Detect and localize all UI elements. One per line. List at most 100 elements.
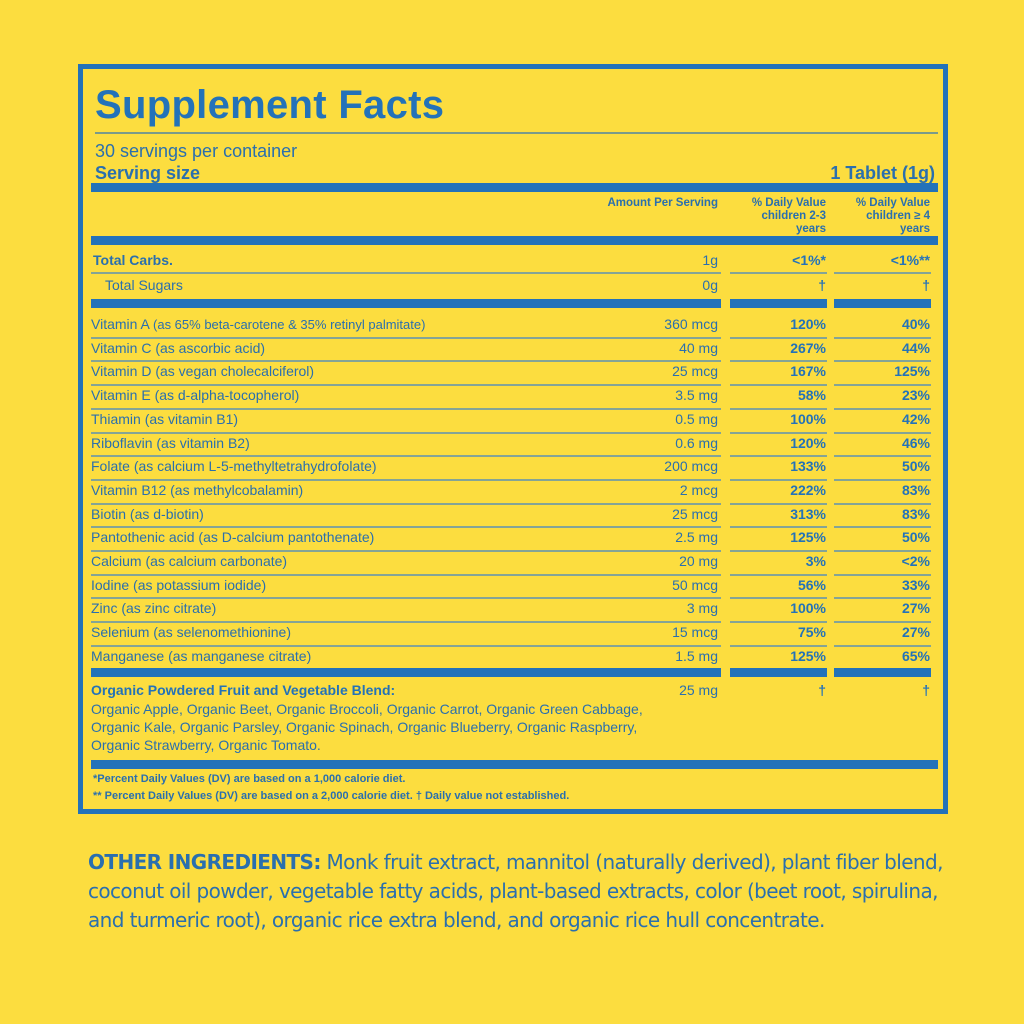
nutrient-amount: 0.6 mg [675, 434, 718, 451]
row-total-carbs-dv-4: <1%** [890, 252, 930, 268]
row-divider [730, 526, 827, 529]
nutrient-name: Vitamin E (as d-alpha-tocopherol) [91, 387, 300, 404]
row-divider [91, 526, 721, 529]
nutrient-amount: 360 mcg [664, 316, 718, 332]
nutrient-dv-2-3: 75% [797, 624, 826, 641]
nutrient-dv-2-3: 125% [790, 529, 826, 546]
nutrient-dv-4: 27% [901, 600, 930, 617]
row-divider [730, 431, 827, 434]
row-divider [834, 502, 931, 505]
nutrient-dv-2-3: 125% [790, 647, 826, 664]
supplement-facts-panel: Supplement Facts 30 servings per contain… [78, 64, 948, 814]
nutrient-dv-4: 46% [901, 434, 930, 451]
header-dv-children-2-3: % Daily Value children 2-3 years [728, 197, 826, 236]
blend-top-bar [730, 668, 827, 677]
footnote-2000-calorie: ** Percent Daily Values (DV) are based o… [93, 790, 570, 802]
other-ingredients-text: Monk fruit extract, mannitol (naturally … [88, 850, 943, 932]
row-total-sugars-label: Total Sugars [105, 277, 183, 293]
nutrient-name: Manganese (as manganese citrate) [91, 647, 312, 664]
nutrient-name: Riboflavin (as vitamin B2) [91, 434, 250, 451]
row-divider [91, 550, 721, 552]
row-divider [91, 644, 721, 647]
row-total-sugars-dv-2-3: † [818, 277, 826, 293]
nutrient-dv-2-3: 133% [790, 458, 826, 475]
nutrient-name: Folate (as calcium L-5-methyltetrahydrof… [91, 458, 377, 475]
servings-per-container: 30 servings per container [95, 141, 298, 161]
row-divider [730, 336, 827, 339]
row-total-carbs-amount: 1g [702, 252, 718, 268]
nutrient-dv-4: 40% [901, 316, 930, 332]
nutrient-amount: 25 mcg [672, 363, 718, 380]
header-dv-4-line3: years [899, 223, 930, 235]
nutrient-name: Vitamin B12 (as methylcobalamin) [91, 481, 304, 498]
footnote-bar [91, 760, 938, 769]
nutrient-dv-4: 83% [901, 505, 930, 522]
row-divider [91, 272, 721, 274]
nutrients-top-bar [91, 299, 721, 308]
table-row: Manganese (as manganese citrate) 1.5 mg … [83, 646, 943, 670]
nutrient-name: Vitamin D (as vegan cholecalciferol) [91, 363, 315, 380]
header-dv-children-4: % Daily Value children ≥ 4 years [833, 197, 930, 236]
row-divider [834, 478, 931, 481]
nutrient-name: Biotin (as d-biotin) [91, 505, 204, 522]
table-row: Vitamin C (as ascorbic acid) 40 mg 267% … [83, 338, 943, 362]
header-thick-bar [91, 183, 938, 192]
nutrient-dv-4: 83% [901, 481, 930, 498]
nutrient-name: Selenium (as selenomethionine) [91, 624, 292, 641]
nutrient-amount: 25 mcg [672, 505, 718, 522]
row-divider [834, 644, 931, 647]
nutrient-dv-4: 42% [901, 410, 930, 427]
nutrient-dv-2-3: 267% [790, 339, 826, 356]
row-divider [730, 478, 827, 481]
row-divider [730, 407, 827, 410]
nutrient-amount: 200 mcg [664, 458, 718, 475]
row-divider [91, 360, 721, 363]
nutrient-dv-4: 23% [901, 387, 930, 404]
nutrient-dv-2-3: 100% [790, 600, 826, 617]
blend-dv-4: † [922, 682, 930, 698]
nutrient-dv-4: 50% [901, 458, 930, 475]
row-divider [730, 573, 827, 576]
serving-size-value: 1 Tablet (1g) [830, 163, 935, 183]
row-divider [730, 360, 827, 363]
row-divider [91, 407, 721, 410]
nutrient-name: Calcium (as calcium carbonate) [91, 553, 288, 569]
header-dv-4-line1: % Daily Value [855, 197, 930, 209]
row-divider [91, 336, 721, 339]
row-divider [730, 597, 827, 600]
row-divider [730, 621, 827, 624]
header-dv-2-3-line2: children 2-3 [761, 210, 826, 222]
row-divider [834, 431, 931, 434]
row-divider [834, 573, 931, 576]
nutrient-dv-2-3: 222% [790, 481, 826, 498]
row-divider [91, 597, 721, 600]
nutrient-amount: 40 mg [679, 339, 718, 356]
blend-ingredients: Organic Apple, Organic Beet, Organic Bro… [91, 701, 643, 753]
row-total-carbs-label: Total Carbs. [93, 252, 173, 268]
row-divider [91, 573, 721, 576]
table-row: Vitamin B12 (as methylcobalamin) 2 mcg 2… [83, 480, 943, 504]
nutrient-dv-4: <2% [901, 553, 930, 569]
panel-title: Supplement Facts [95, 83, 445, 127]
nutrient-name: Iodine (as potassium iodide) [91, 576, 267, 593]
nutrients-top-bar [730, 299, 827, 308]
serving-size-label: Serving size [95, 163, 201, 183]
other-ingredients-label: OTHER INGREDIENTS: [88, 850, 321, 874]
table-row: Vitamin A (as 65% beta-carotene & 35% re… [83, 314, 943, 338]
nutrient-dv-2-3: 56% [797, 576, 826, 593]
nutrient-amount: 1.5 mg [675, 647, 718, 664]
row-divider [834, 550, 931, 552]
blend-amount: 25 mg [679, 682, 718, 698]
table-row: Pantothenic acid (as D-calcium pantothen… [83, 527, 943, 551]
nutrient-dv-4: 27% [901, 624, 930, 641]
blend-top-bar [91, 668, 721, 677]
footnote-1000-calorie: *Percent Daily Values (DV) are based on … [93, 773, 406, 785]
nutrient-name: Pantothenic acid (as D-calcium pantothen… [91, 529, 375, 546]
title-divider [95, 132, 938, 134]
header-amount-per-serving: Amount Per Serving [607, 197, 718, 209]
row-total-carbs-dv-2-3: <1%* [792, 252, 826, 268]
nutrient-amount: 50 mcg [672, 576, 718, 593]
nutrient-amount: 15 mcg [672, 624, 718, 641]
table-row: Vitamin D (as vegan cholecalciferol) 25 … [83, 361, 943, 385]
nutrient-name: Vitamin A (as 65% beta-carotene & 35% re… [91, 316, 426, 332]
